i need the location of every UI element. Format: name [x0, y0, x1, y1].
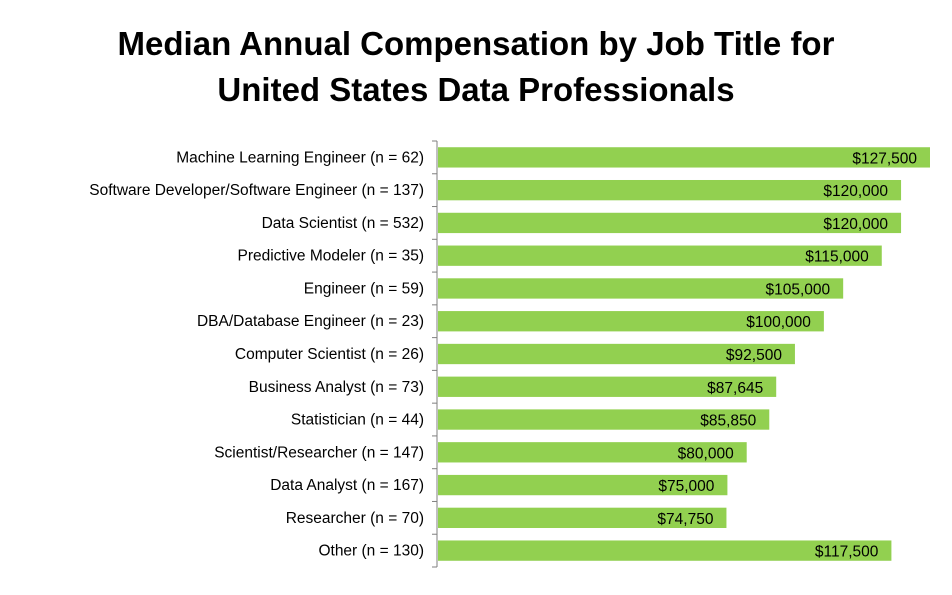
- bar: [438, 212, 902, 234]
- bar: [438, 311, 824, 332]
- value-label: $120,000: [823, 183, 888, 200]
- value-label: $105,000: [766, 281, 831, 298]
- bar: [438, 507, 727, 529]
- value-label: $85,850: [700, 413, 756, 430]
- category-label: Machine Learning Engineer (n = 62): [176, 149, 424, 166]
- bar: [438, 343, 795, 365]
- bar: [438, 540, 892, 561]
- category-label: Business Analyst (n = 73): [249, 379, 424, 396]
- category-label: Engineer (n = 59): [304, 280, 424, 297]
- bar: [438, 474, 728, 496]
- category-label: Scientist/Researcher (n = 147): [214, 444, 424, 461]
- bar: [438, 409, 770, 430]
- value-label: $74,750: [657, 511, 713, 528]
- bar: [438, 376, 777, 397]
- category-label: DBA/Database Engineer (n = 23): [197, 313, 424, 330]
- value-label: $75,000: [658, 478, 714, 495]
- value-label: $100,000: [746, 314, 811, 331]
- category-label: Researcher (n = 70): [286, 510, 424, 527]
- value-label: $117,500: [815, 544, 879, 561]
- value-label: $115,000: [805, 249, 869, 266]
- category-label: Data Analyst (n = 167): [270, 477, 424, 494]
- category-label: Software Developer/Software Engineer (n …: [89, 182, 424, 199]
- category-label: Statistician (n = 44): [291, 412, 424, 429]
- bar: [438, 147, 930, 168]
- value-label: $120,000: [823, 216, 888, 233]
- value-label: $80,000: [678, 445, 734, 462]
- bar: [438, 442, 747, 463]
- bar: [438, 245, 882, 266]
- chart-title-line-1: Median Annual Compensation by Job Title …: [117, 25, 835, 62]
- chart-title-line-2: United States Data Professionals: [217, 71, 735, 108]
- bar: [438, 179, 902, 201]
- category-label: Predictive Modeler (n = 35): [237, 248, 424, 265]
- category-label: Computer Scientist (n = 26): [235, 346, 424, 363]
- value-label: $127,500: [852, 150, 917, 167]
- value-label: $92,500: [726, 347, 782, 364]
- category-label: Other (n = 130): [318, 543, 424, 560]
- category-label: Data Scientist (n = 532): [262, 215, 424, 232]
- bar: [438, 278, 844, 299]
- value-label: $87,645: [707, 380, 763, 397]
